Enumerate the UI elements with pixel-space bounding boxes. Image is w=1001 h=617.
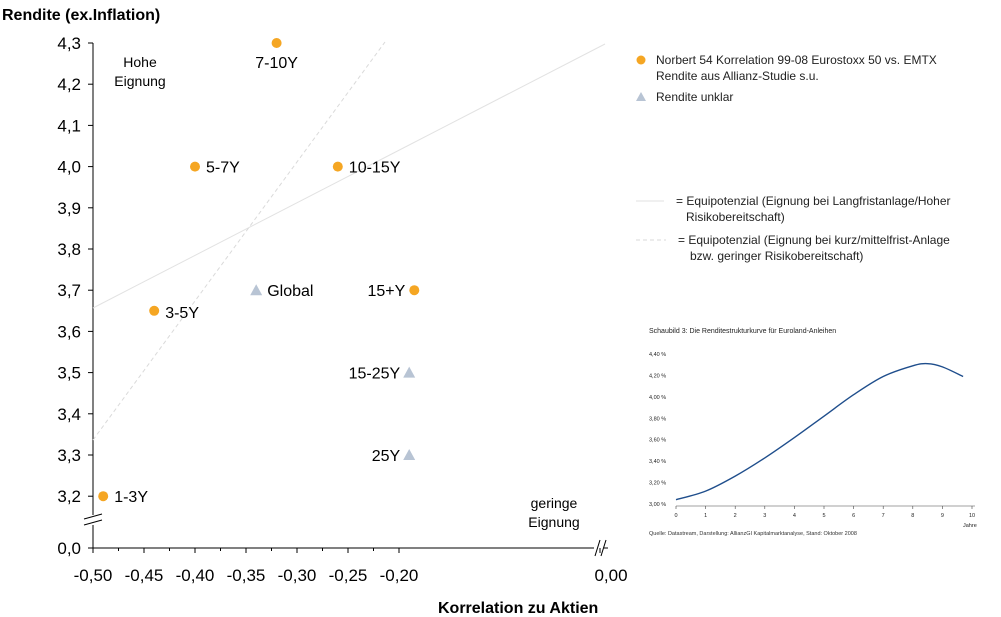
point-15-y xyxy=(409,285,420,296)
legend-item-4-line1: = Equipotenzial (Eignung bei kurz/mittel… xyxy=(678,233,950,247)
inset-y-tick-label: 4,20 % xyxy=(649,373,666,379)
inset-y-tick-label: 3,20 % xyxy=(649,481,666,487)
point-label: 7-10Y xyxy=(255,55,298,72)
x-tick-label: -0,50 xyxy=(74,566,113,585)
inset-x-tick-label: 10 xyxy=(969,513,975,519)
y-tick-label: 3,6 xyxy=(57,322,81,341)
y-tick-label: 3,9 xyxy=(57,199,81,218)
point-label: 1-3Y xyxy=(114,489,148,506)
zone-high-suitability-line1: Hohe xyxy=(123,54,157,70)
inset-y-tick-label: 3,80 % xyxy=(649,416,666,422)
inset-x-axis-title: Jahre xyxy=(963,523,977,529)
y-tick-label: 3,8 xyxy=(57,240,81,259)
inset-y-tick-label: 3,60 % xyxy=(649,438,666,444)
inset-x-tick-label: 4 xyxy=(793,513,796,519)
x-tick-label: -0,40 xyxy=(176,566,215,585)
point-10-15y xyxy=(332,161,343,172)
zone-low-suitability-line1: geringe xyxy=(531,495,578,511)
inset-x-tick-label: 7 xyxy=(882,513,885,519)
x-tick-label: 0,00 xyxy=(594,566,627,585)
y-tick-label: 3,2 xyxy=(57,487,81,506)
x-axis-break xyxy=(594,539,607,557)
point-label: 15+Y xyxy=(367,283,405,300)
y-tick-label: 4,3 xyxy=(57,34,81,53)
legend-item-1-line1: Norbert 54 Korrelation 99-08 Eurostoxx 5… xyxy=(656,53,937,67)
inset-source: Quelle: Datastream, Darstellung: Allianz… xyxy=(649,531,857,537)
inset-x-tick-label: 3 xyxy=(763,513,766,519)
legend-item-4-line2: bzw. geringer Risikobereitschaft) xyxy=(690,249,863,263)
inset-y-tick-label: 4,40 % xyxy=(649,352,666,358)
y-tick-label: 3,4 xyxy=(57,405,81,424)
point-global xyxy=(250,284,263,296)
legend-item-1-line2: Rendite aus Allianz-Studie s.u. xyxy=(656,69,819,83)
inset-x-tick-label: 5 xyxy=(822,513,825,519)
inset-x-tick-label: 8 xyxy=(911,513,914,519)
inset-x-tick-label: 1 xyxy=(704,513,707,519)
inset-y-tick-label: 3,00 % xyxy=(649,502,666,508)
point-label: 25Y xyxy=(372,448,401,465)
x-tick-label: -0,30 xyxy=(278,566,317,585)
legend-circle-marker xyxy=(636,55,646,65)
inset-yield-curve-chart: Schaubild 3: Die Renditestrukturkurve fü… xyxy=(649,328,977,537)
zone-high-suitability-line2: Eignung xyxy=(114,73,165,89)
y-tick-label: 4,2 xyxy=(57,75,81,94)
legend-triangle-marker xyxy=(636,92,646,101)
equipotential-line-longterm xyxy=(92,43,606,309)
legend-item-2: Rendite unklar xyxy=(656,90,733,104)
x-tick-label: -0,35 xyxy=(227,566,266,585)
x-tick-label: -0,20 xyxy=(380,566,419,585)
point-7-10y xyxy=(271,38,282,48)
inset-yield-curve xyxy=(675,362,964,501)
x-axis-title: Korrelation zu Aktien xyxy=(438,600,598,617)
inset-y-tick-label: 4,00 % xyxy=(649,395,666,401)
main-scatter-chart: Rendite (ex.Inflation) Korrelation zu Ak… xyxy=(2,7,628,617)
y-tick-label: 4,1 xyxy=(57,116,81,135)
legend: Norbert 54 Korrelation 99-08 Eurostoxx 5… xyxy=(636,53,951,263)
legend-item-3-line2: Risikobereitschaft) xyxy=(686,210,785,224)
y-tick-label: 3,7 xyxy=(57,281,81,300)
point-label: 5-7Y xyxy=(206,160,240,177)
point-1-3y xyxy=(98,491,109,502)
inset-x-tick-label: 6 xyxy=(852,513,855,519)
point-25y xyxy=(403,449,416,460)
y-tick-label: 4,0 xyxy=(57,158,81,177)
y-tick-label: 3,3 xyxy=(57,446,81,465)
y-tick-label: 0,0 xyxy=(57,539,81,558)
point-label: 3-5Y xyxy=(165,305,199,322)
x-tick-label: -0,45 xyxy=(125,566,164,585)
y-axis-break xyxy=(83,513,103,526)
equipotential-line-shortterm xyxy=(92,41,386,441)
zone-low-suitability-line2: Eignung xyxy=(528,514,579,530)
point-5-7y xyxy=(190,161,200,172)
inset-y-tick-label: 3,40 % xyxy=(649,459,666,465)
inset-title: Schaubild 3: Die Renditestrukturkurve fü… xyxy=(649,328,836,335)
legend-item-3-line1: = Equipotenzial (Eignung bei Langfristan… xyxy=(676,194,951,208)
inset-x-tick-label: 0 xyxy=(674,513,677,519)
inset-x-tick-label: 2 xyxy=(734,513,737,519)
point-label: Global xyxy=(267,283,313,300)
inset-x-tick-label: 9 xyxy=(941,513,944,519)
point-15-25y xyxy=(403,366,416,378)
y-tick-label: 3,5 xyxy=(57,364,81,383)
x-tick-label: -0,25 xyxy=(329,566,368,585)
point-label: 10-15Y xyxy=(349,160,401,177)
point-label: 15-25Y xyxy=(349,366,401,383)
y-axis-title: Rendite (ex.Inflation) xyxy=(2,7,160,24)
point-3-5y xyxy=(149,305,160,316)
